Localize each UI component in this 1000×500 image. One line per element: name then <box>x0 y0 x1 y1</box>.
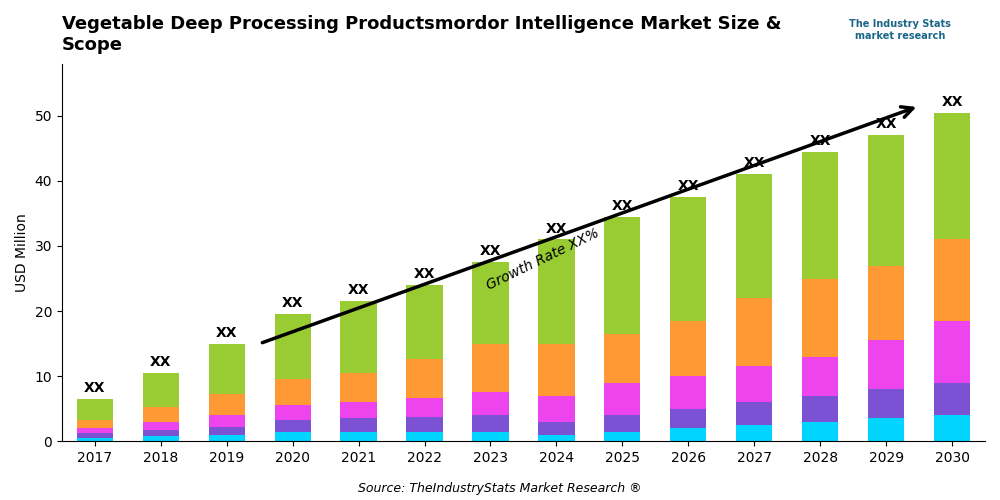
Text: XX: XX <box>150 355 172 369</box>
Bar <box>604 334 640 382</box>
Bar <box>604 432 640 442</box>
Bar <box>77 420 113 428</box>
Bar <box>472 392 509 415</box>
Bar <box>802 278 838 356</box>
Bar <box>604 415 640 432</box>
Bar <box>77 399 113 420</box>
Bar <box>472 432 509 442</box>
Bar <box>538 422 575 435</box>
Bar <box>934 382 970 415</box>
Bar <box>406 285 443 358</box>
Bar <box>143 408 179 422</box>
Bar <box>868 266 904 340</box>
Text: Growth Rate XX%: Growth Rate XX% <box>485 226 602 292</box>
Bar <box>143 373 179 408</box>
Bar <box>670 197 706 321</box>
Bar <box>340 432 377 442</box>
Bar <box>209 394 245 415</box>
Bar <box>538 435 575 442</box>
Bar <box>802 356 838 396</box>
Text: XX: XX <box>546 222 567 235</box>
Text: XX: XX <box>282 296 303 310</box>
Bar <box>275 406 311 420</box>
Bar <box>209 427 245 435</box>
Bar <box>802 152 838 278</box>
Bar <box>472 262 509 344</box>
Bar <box>736 425 772 442</box>
Bar <box>209 344 245 394</box>
Bar <box>802 422 838 442</box>
Bar <box>802 396 838 421</box>
Bar <box>934 112 970 240</box>
Bar <box>538 240 575 344</box>
Text: The Industry Stats
market research: The Industry Stats market research <box>849 19 951 41</box>
Bar <box>868 389 904 418</box>
Bar <box>934 321 970 382</box>
Text: Source: TheIndustryStats Market Research ®: Source: TheIndustryStats Market Research… <box>358 482 642 495</box>
Bar <box>538 344 575 396</box>
Bar <box>275 432 311 442</box>
Text: XX: XX <box>809 134 831 147</box>
Bar <box>275 314 311 380</box>
Text: XX: XX <box>216 326 237 340</box>
Bar <box>77 438 113 442</box>
Bar <box>406 398 443 417</box>
Bar <box>406 358 443 398</box>
Bar <box>143 430 179 436</box>
Bar <box>934 240 970 321</box>
Bar <box>340 402 377 418</box>
Text: XX: XX <box>348 284 369 298</box>
Bar <box>143 422 179 430</box>
Bar <box>736 366 772 402</box>
Bar <box>340 302 377 373</box>
Text: XX: XX <box>84 381 106 395</box>
Bar <box>209 415 245 427</box>
Bar <box>406 432 443 442</box>
Bar <box>340 373 377 402</box>
Bar <box>934 415 970 442</box>
Text: XX: XX <box>875 118 897 132</box>
Bar <box>670 408 706 428</box>
Bar <box>736 174 772 298</box>
Bar <box>670 321 706 376</box>
Text: XX: XX <box>941 94 963 108</box>
Text: XX: XX <box>743 156 765 170</box>
Text: XX: XX <box>612 199 633 213</box>
Bar <box>604 216 640 334</box>
Bar <box>77 434 113 438</box>
Bar <box>340 418 377 432</box>
Text: Vegetable Deep Processing Productsmordor Intelligence Market Size &
Scope: Vegetable Deep Processing Productsmordor… <box>62 15 781 54</box>
Bar <box>143 436 179 442</box>
Bar <box>868 136 904 266</box>
Text: XX: XX <box>480 244 501 258</box>
Bar <box>275 420 311 432</box>
Bar <box>670 428 706 442</box>
Y-axis label: USD Million: USD Million <box>15 213 29 292</box>
Bar <box>670 376 706 408</box>
Bar <box>604 382 640 415</box>
Bar <box>406 417 443 432</box>
Bar <box>77 428 113 434</box>
Bar <box>736 298 772 366</box>
Bar <box>868 418 904 442</box>
Bar <box>472 344 509 392</box>
Bar <box>209 435 245 442</box>
Bar <box>736 402 772 425</box>
Text: XX: XX <box>678 179 699 193</box>
Bar <box>538 396 575 421</box>
Bar <box>275 380 311 406</box>
Bar <box>868 340 904 389</box>
Bar <box>472 415 509 432</box>
Text: XX: XX <box>414 267 435 281</box>
